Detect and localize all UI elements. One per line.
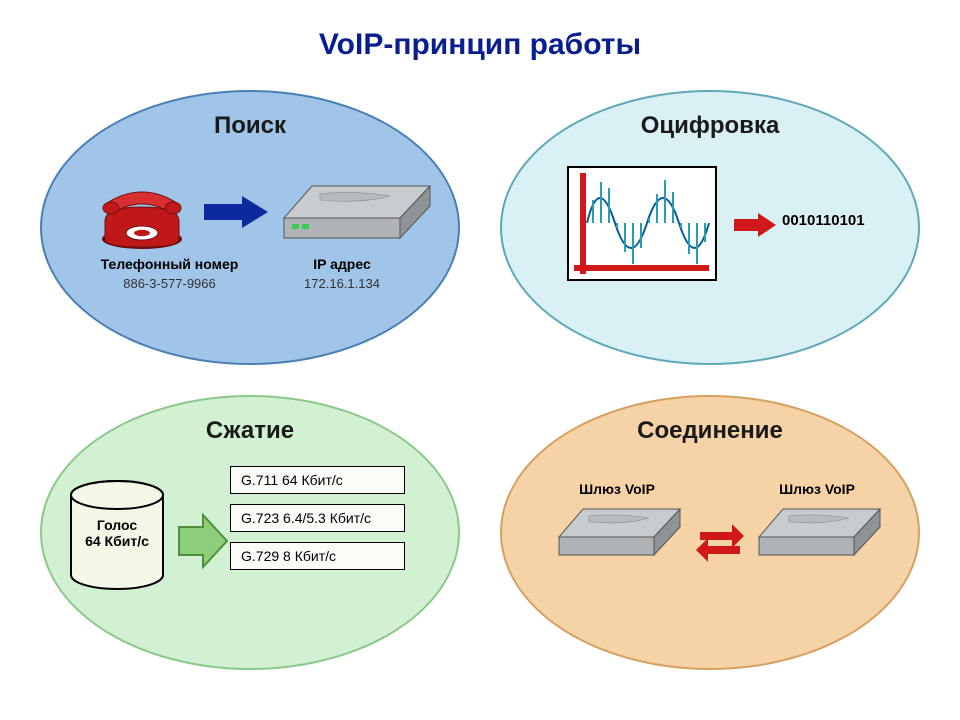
panel-connection-title: Соединение: [502, 417, 918, 445]
panel-search-title: Поиск: [42, 112, 458, 140]
ip-address-value: 172.16.1.134: [252, 276, 432, 291]
binary-output: 0010110101: [782, 212, 865, 229]
panel-compression-title: Сжатие: [42, 417, 458, 445]
arrow-icon: [732, 211, 778, 239]
codec-row: G.711 64 Кбит/с: [230, 466, 405, 494]
panel-connection: Соединение Шлюз VoIP Шлюз VoIP: [500, 395, 920, 670]
phone-number-head: Телефонный номер: [87, 256, 252, 272]
panel-search: Поиск: [40, 90, 460, 365]
codec-list: G.711 64 Кбит/с G.723 6.4/5.3 Кбит/с G.7…: [230, 466, 405, 580]
phone-number-value: 886-3-577-9966: [87, 276, 252, 291]
waveform-box: [567, 166, 717, 281]
block-arrow-icon: [177, 513, 229, 569]
panel-grid: Поиск: [40, 90, 920, 670]
telephone-icon: [97, 181, 187, 251]
gateway-icon: [757, 501, 882, 563]
panel-digitization-title: Оцифровка: [502, 112, 918, 140]
router-icon: [282, 176, 432, 246]
gateway-icon: [557, 501, 682, 563]
codec-row: G.729 8 Кбит/с: [230, 542, 405, 570]
panel-compression: Сжатие Голос 64 Кбит/с G.711 64 Кбит/с: [40, 395, 460, 670]
gateway-label-1: Шлюз VoIP: [552, 481, 682, 497]
codec-row: G.723 6.4/5.3 Кбит/с: [230, 504, 405, 532]
bidirectional-arrow-icon: [694, 518, 746, 566]
panel-digitization: Оцифровка: [500, 90, 920, 365]
cylinder-label-1: Голос: [67, 517, 167, 533]
arrow-icon: [202, 194, 272, 230]
cylinder-label-2: 64 Кбит/с: [67, 533, 167, 549]
ip-address-head: IP адрес: [252, 256, 432, 272]
page-title: VoIP-принцип работы: [0, 28, 960, 62]
gateway-label-2: Шлюз VoIP: [752, 481, 882, 497]
